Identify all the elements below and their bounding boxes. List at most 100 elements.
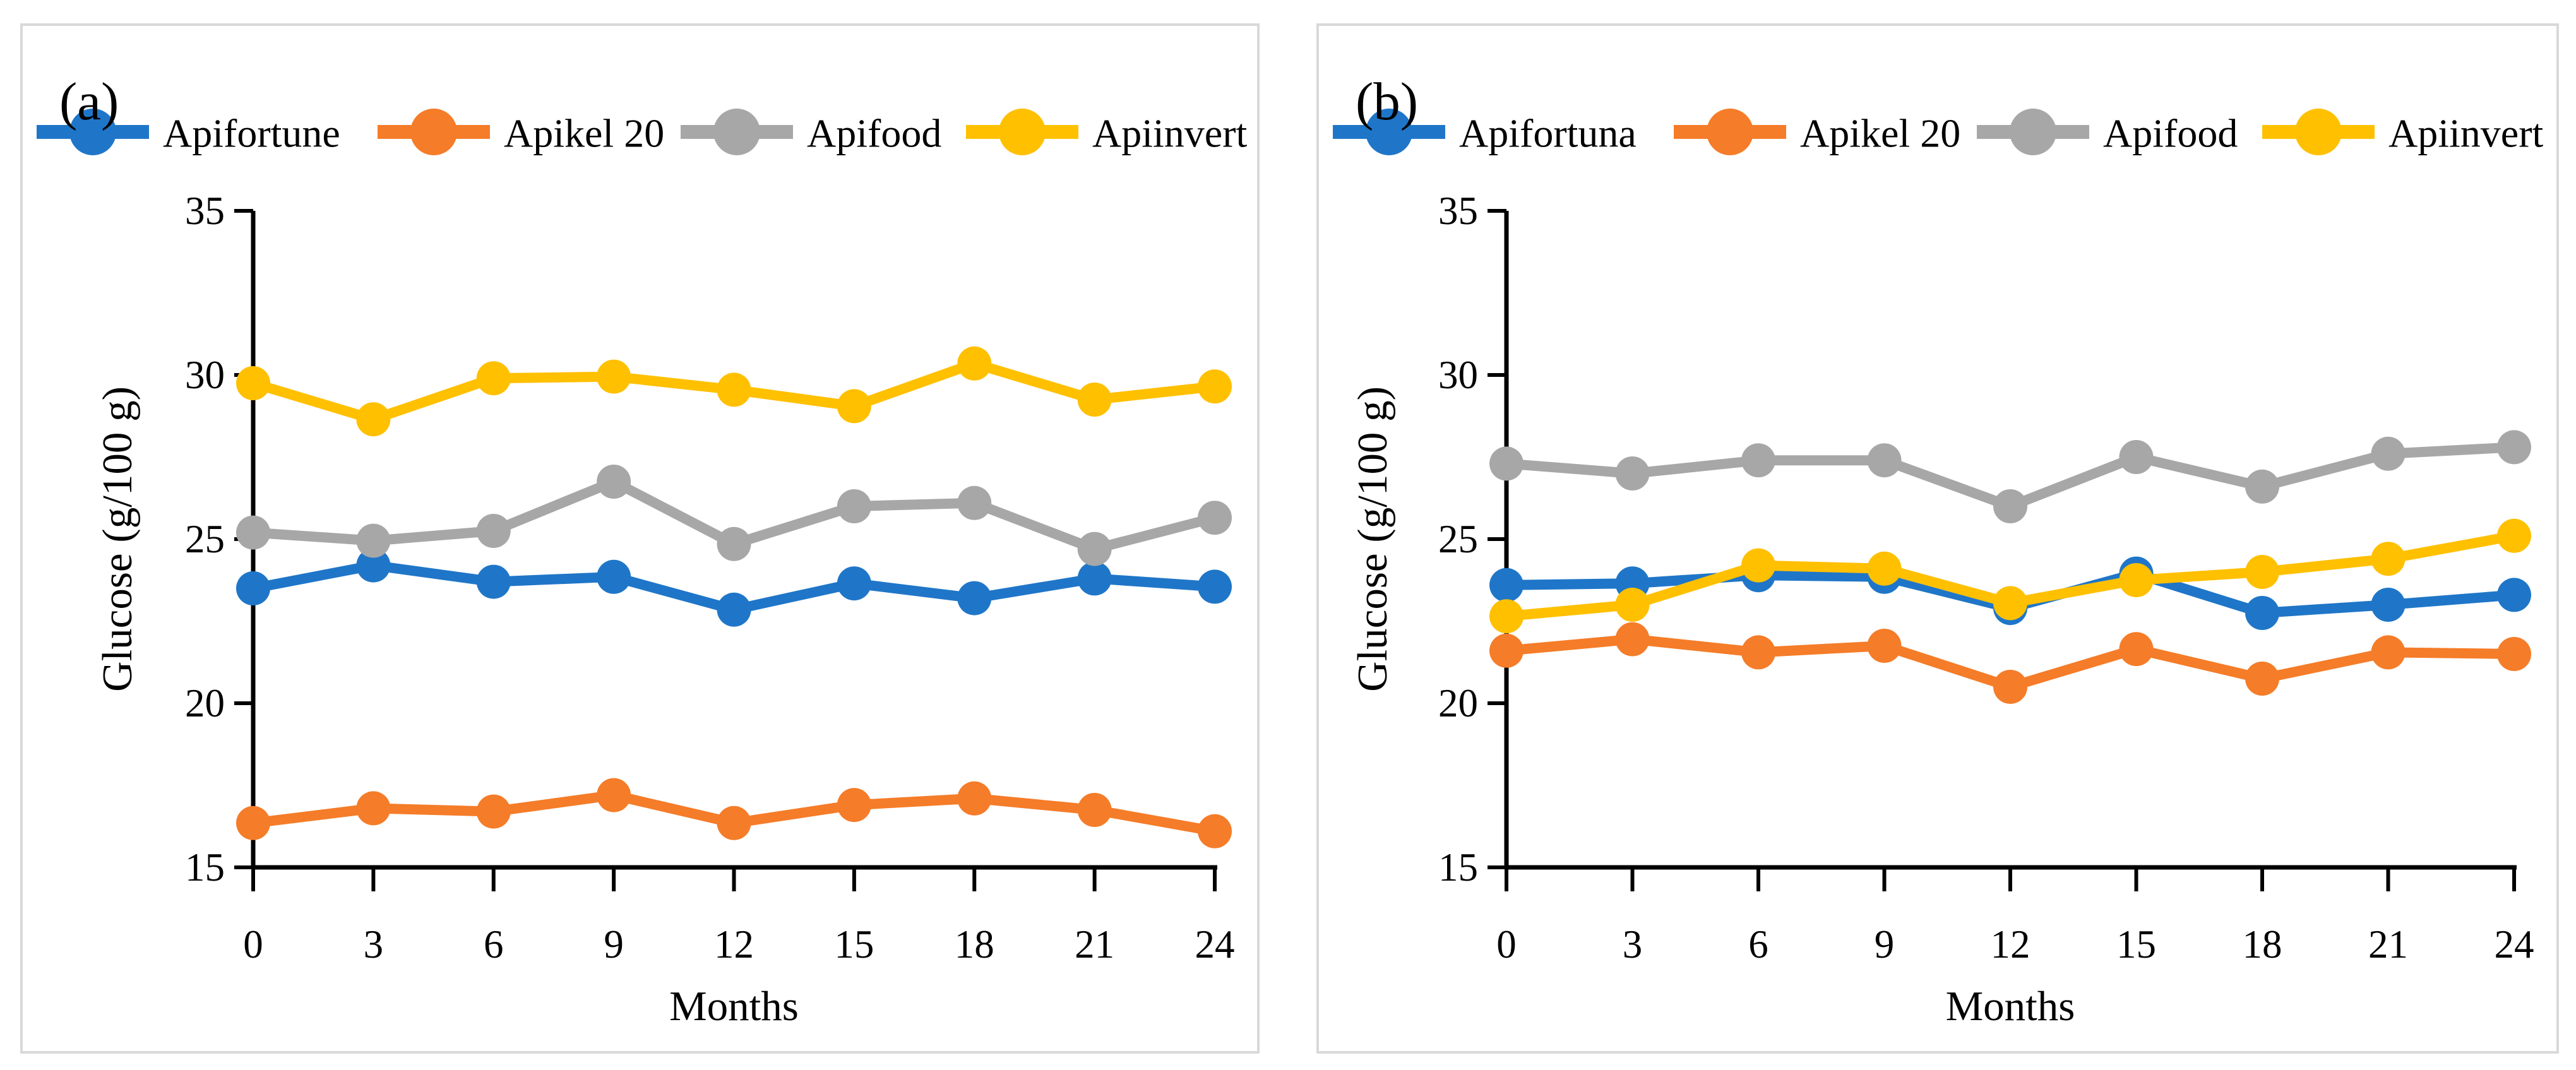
legend-dot-marker xyxy=(1366,109,1412,155)
data-point-apifortuna-m24 xyxy=(2497,578,2531,612)
data-point-apifood-m18 xyxy=(957,485,992,520)
data-point-apiinvert-m24 xyxy=(1198,369,1232,404)
data-point-apiinvert-m18 xyxy=(2245,555,2279,589)
data-point-apifortuna-m21 xyxy=(2371,588,2406,622)
legend-label: Apifood xyxy=(2103,111,2238,156)
y-tick-label: 30 xyxy=(1438,353,1478,397)
y-tick-label: 25 xyxy=(1438,517,1478,561)
data-point-apifood-m3 xyxy=(356,523,391,558)
data-point-apikel-20-m9 xyxy=(1867,629,1902,663)
data-point-apiinvert-m3 xyxy=(1615,588,1650,622)
legend-label: Apiinvert xyxy=(2388,111,2544,156)
y-axis-title: Glucose (g/100 g) xyxy=(94,386,141,692)
legend-item-apiinvert: Apiinvert xyxy=(2262,109,2544,156)
data-point-apifood-m24 xyxy=(2497,430,2531,465)
data-point-apikel-20-m6 xyxy=(1741,635,1775,670)
data-point-apifortuna-m0 xyxy=(1489,568,1524,602)
data-point-apifortuna-m18 xyxy=(2245,596,2279,630)
data-point-apifood-m24 xyxy=(1198,501,1232,535)
legend-label: Apikel 20 xyxy=(504,111,664,156)
x-axis-title: Months xyxy=(1946,983,2075,1030)
data-point-apiinvert-m24 xyxy=(2497,518,2531,553)
data-point-apifood-m0 xyxy=(236,515,270,550)
x-tick-label: 18 xyxy=(955,922,994,966)
legend-dot-marker xyxy=(410,109,457,155)
legend-item-apifood: Apifood xyxy=(681,109,941,156)
data-point-apifood-m18 xyxy=(2245,469,2279,504)
data-point-apikel-20-m6 xyxy=(476,794,511,829)
panel-label: (a) xyxy=(59,72,119,131)
legend-dot-marker xyxy=(2010,109,2056,155)
chart-a-canvas: 15 20 25 30 35 0 3 6 9 12 15 18 21 24 Apifortune Apikel… xyxy=(37,72,1248,1030)
data-point-apifortune-m0 xyxy=(236,571,270,605)
chart-b-canvas: 15 20 25 30 35 0 3 6 9 12 15 18 21 24 Apifortuna Apikel… xyxy=(1333,72,2544,1030)
data-point-apikel-20-m3 xyxy=(356,791,391,826)
data-point-apikel-20-m18 xyxy=(957,781,992,816)
data-point-apiinvert-m12 xyxy=(717,372,751,407)
data-point-apiinvert-m9 xyxy=(1867,551,1902,586)
x-tick-label: 12 xyxy=(1991,922,2030,966)
data-point-apikel-20-m12 xyxy=(717,805,751,840)
y-tick-label: 25 xyxy=(185,517,225,561)
data-point-apifood-m6 xyxy=(1741,443,1775,478)
y-axis-title: Glucose (g/100 g) xyxy=(1349,386,1396,692)
data-point-apiinvert-m12 xyxy=(1993,586,2027,621)
legend-item-apifortune: Apifortune xyxy=(37,109,340,156)
x-tick-label: 24 xyxy=(2495,922,2534,966)
legend-label: Apifortuna xyxy=(1459,111,1637,156)
data-point-apiinvert-m18 xyxy=(957,346,992,381)
data-point-apiinvert-m9 xyxy=(597,359,631,394)
y-tick-label: 30 xyxy=(185,353,225,397)
legend-item-apikel-20: Apikel 20 xyxy=(1674,109,1960,156)
x-tick-label: 9 xyxy=(604,922,624,966)
data-point-apikel-20-m12 xyxy=(1993,670,2027,704)
x-tick-label: 21 xyxy=(2368,922,2408,966)
x-axis-title: Months xyxy=(669,983,799,1030)
y-tick-label: 35 xyxy=(185,189,225,233)
x-tick-label: 9 xyxy=(1875,922,1895,966)
data-point-apikel-20-m9 xyxy=(597,778,631,812)
data-point-apikel-20-m21 xyxy=(2371,635,2406,670)
legend-dot-marker xyxy=(2295,109,2342,155)
data-point-apikel-20-m0 xyxy=(1489,633,1524,668)
x-tick-label: 24 xyxy=(1195,922,1235,966)
series-apiinvert xyxy=(236,346,1232,437)
legend-dot-marker xyxy=(999,109,1046,155)
series-apikel-20 xyxy=(236,778,1232,848)
data-point-apifortune-m15 xyxy=(837,566,871,601)
data-point-apiinvert-m3 xyxy=(356,402,391,437)
x-tick-label: 3 xyxy=(1623,922,1643,966)
x-tick-label: 15 xyxy=(834,922,874,966)
data-point-apifood-m9 xyxy=(597,465,631,499)
legend-item-apifood: Apifood xyxy=(1977,109,2238,156)
legend-dot-marker xyxy=(713,109,760,155)
data-point-apikel-20-m24 xyxy=(1198,814,1232,848)
data-point-apikel-20-m18 xyxy=(2245,662,2279,696)
data-point-apifood-m3 xyxy=(1615,456,1650,490)
data-point-apiinvert-m6 xyxy=(1741,548,1775,583)
data-point-apifortune-m21 xyxy=(1077,561,1112,596)
series-apiinvert xyxy=(1489,518,2531,634)
data-point-apiinvert-m0 xyxy=(1489,599,1524,634)
legend-label: Apifortune xyxy=(163,111,340,156)
x-tick-label: 15 xyxy=(2116,922,2156,966)
x-tick-label: 0 xyxy=(1496,922,1517,966)
data-point-apiinvert-m21 xyxy=(2371,542,2406,576)
chart-panel-b: 15 20 25 30 35 0 3 6 9 12 15 18 21 24 Apifortuna Apikel… xyxy=(1316,23,2559,1054)
legend-item-apifortuna: Apifortuna xyxy=(1333,109,1637,156)
legend-item-apikel-20: Apikel 20 xyxy=(378,109,664,156)
data-point-apifortune-m3 xyxy=(356,548,391,583)
data-point-apikel-20-m0 xyxy=(236,805,270,840)
y-tick-label: 20 xyxy=(185,681,225,725)
data-point-apikel-20-m24 xyxy=(2497,637,2531,671)
series-apifood xyxy=(1489,430,2531,523)
data-point-apifood-m21 xyxy=(1077,532,1112,566)
data-point-apifortune-m9 xyxy=(597,559,631,594)
x-tick-label: 6 xyxy=(484,922,504,966)
series-apifood xyxy=(236,465,1232,566)
data-point-apiinvert-m15 xyxy=(2119,563,2154,597)
data-point-apikel-20-m3 xyxy=(1615,622,1650,657)
data-point-apifood-m0 xyxy=(1489,446,1524,481)
data-point-apiinvert-m0 xyxy=(236,366,270,400)
data-point-apifortune-m24 xyxy=(1198,569,1232,604)
